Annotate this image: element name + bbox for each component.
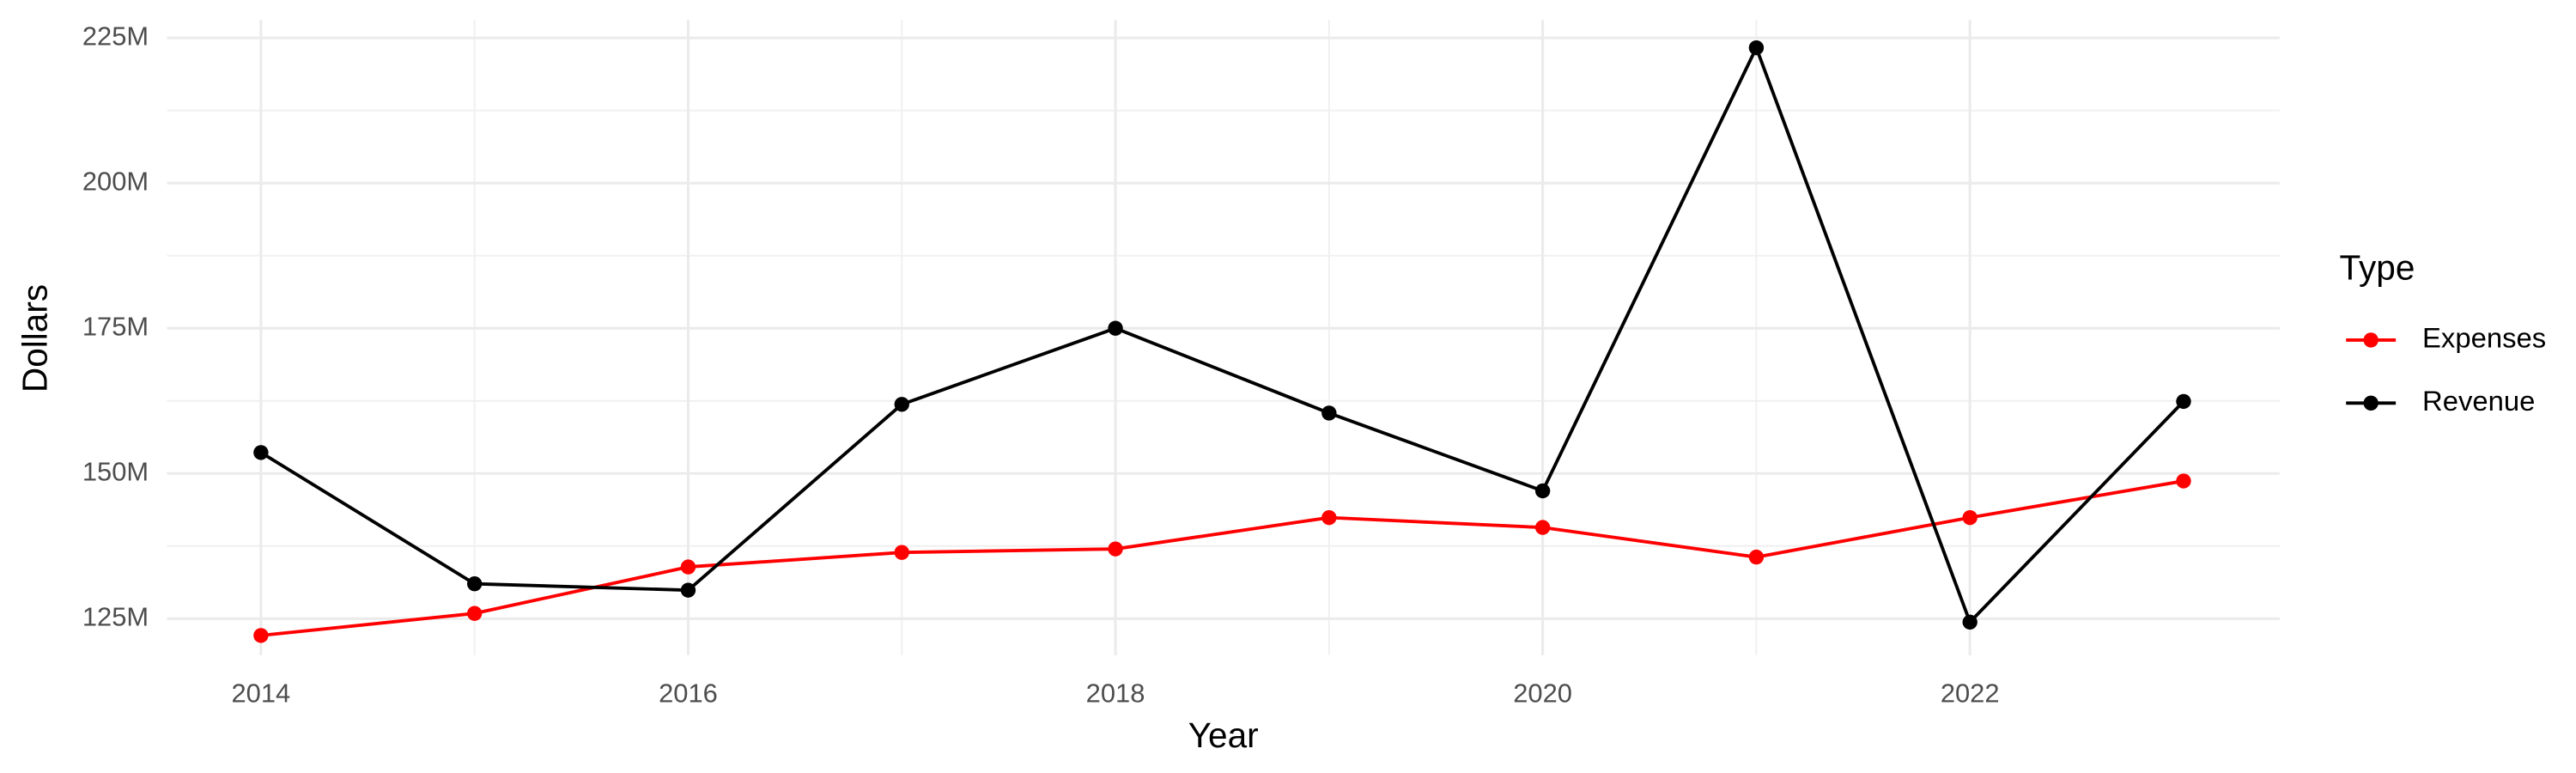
x-tick-label: 2018 <box>1086 678 1145 708</box>
data-point <box>2176 473 2191 489</box>
data-point <box>894 545 909 560</box>
data-point <box>1962 509 1978 526</box>
data-point <box>680 582 696 598</box>
legend-label: Revenue <box>2422 385 2535 417</box>
data-point <box>894 397 909 412</box>
x-axis-title: Year <box>1188 715 1259 755</box>
data-point <box>253 445 269 460</box>
data-point <box>466 576 483 592</box>
x-tick-label: 2016 <box>659 678 718 708</box>
data-point <box>1321 509 1337 526</box>
data-point <box>2176 393 2191 410</box>
legend-label: Expenses <box>2422 322 2546 354</box>
x-tick-label: 2022 <box>1941 678 2000 708</box>
data-point <box>1748 549 1765 565</box>
data-point <box>1962 614 1978 630</box>
data-point <box>680 559 696 575</box>
data-point <box>466 606 483 621</box>
data-point <box>253 628 269 643</box>
y-tick-label: 175M <box>82 311 149 341</box>
legend-point <box>2363 332 2379 348</box>
y-axis-title: Dollars <box>15 284 54 393</box>
y-tick-label: 150M <box>82 456 149 486</box>
data-point <box>1534 520 1551 535</box>
data-point <box>1321 405 1337 421</box>
data-point <box>1108 320 1123 336</box>
series-line <box>259 43 2185 625</box>
y-tick-label: 125M <box>82 601 149 631</box>
data-point <box>1534 483 1551 499</box>
data-point <box>1108 541 1123 557</box>
data-point <box>1748 40 1765 56</box>
y-tick-label: 225M <box>82 21 149 51</box>
y-tick-label: 200M <box>82 166 149 196</box>
series-line <box>260 479 2184 637</box>
legend-title: Type <box>2339 248 2415 288</box>
x-tick-label: 2020 <box>1513 678 1572 708</box>
x-tick-label: 2014 <box>232 678 291 708</box>
legend-point <box>2363 395 2379 411</box>
